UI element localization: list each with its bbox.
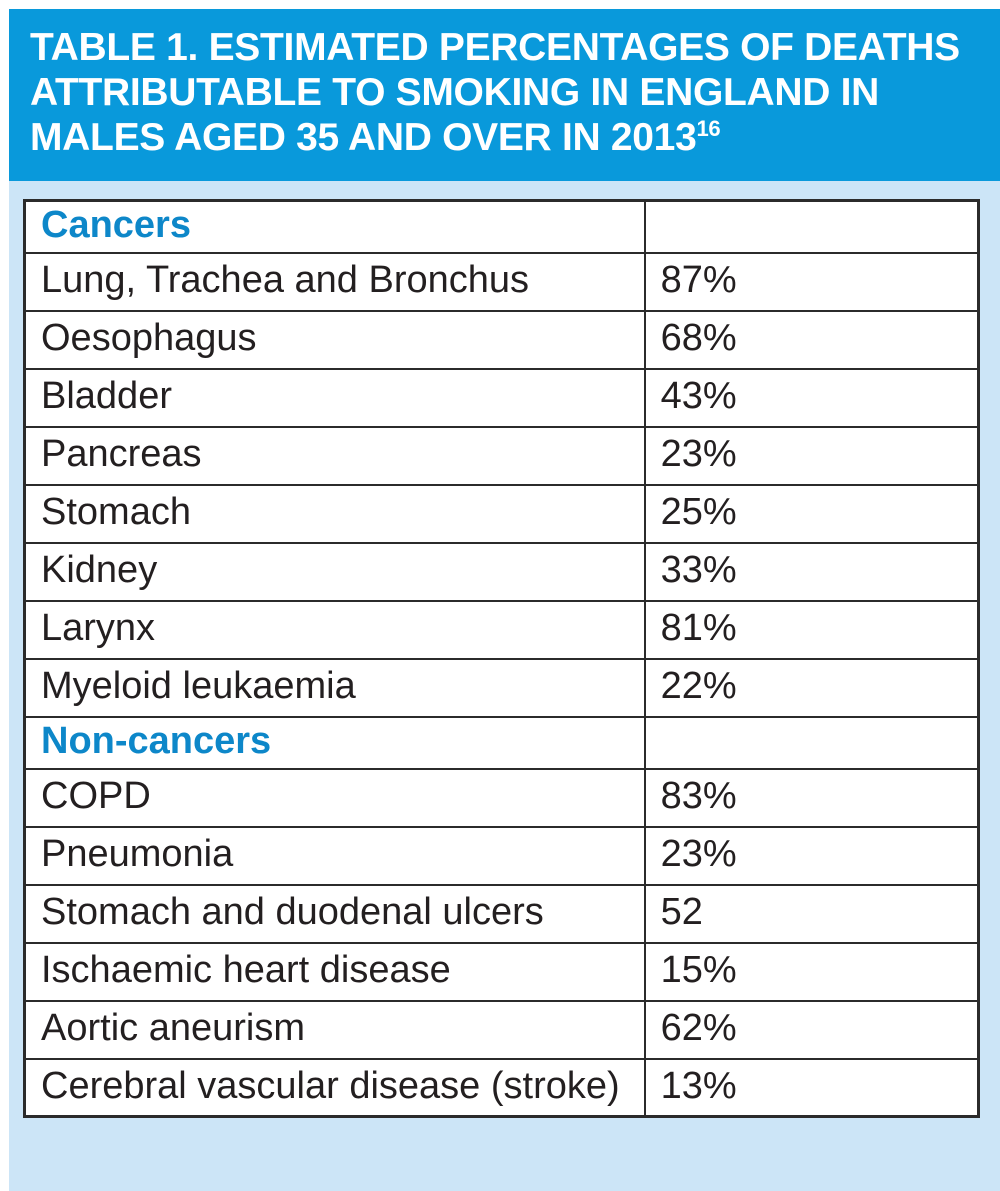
value-cell: 87% — [643, 251, 980, 312]
table-row: Larynx 81% — [23, 599, 980, 660]
value-cell: 13% — [643, 1057, 980, 1118]
cause-cell: Cerebral vascular disease (stroke) — [23, 1057, 646, 1118]
section-header-row-cancers: Cancers — [23, 199, 980, 254]
title-reference-superscript: 16 — [696, 116, 721, 141]
table-row: Myeloid leukaemia 22% — [23, 657, 980, 718]
table-row: Oesophagus 68% — [23, 309, 980, 370]
table-row: Pneumonia 23% — [23, 825, 980, 886]
cause-cell: Stomach and duodenal ulcers — [23, 883, 646, 944]
section-heading: Cancers — [23, 199, 646, 254]
value-cell: 23% — [643, 425, 980, 486]
section-heading: Non-cancers — [23, 715, 646, 770]
value-cell: 68% — [643, 309, 980, 370]
value-cell: 43% — [643, 367, 980, 428]
table-row: Pancreas 23% — [23, 425, 980, 486]
title-line-2: ATTRIBUTABLE TO SMOKING IN ENGLAND IN — [30, 71, 880, 114]
table-row: Aortic aneurism 62% — [23, 999, 980, 1060]
page-title: TABLE 1. ESTIMATED PERCENTAGES OF DEATHS… — [30, 25, 982, 160]
table-row: COPD 83% — [23, 767, 980, 828]
cause-cell: Myeloid leukaemia — [23, 657, 646, 718]
cause-cell: COPD — [23, 767, 646, 828]
table-row: Cerebral vascular disease (stroke) 13% — [23, 1057, 980, 1118]
title-line-3: MALES AGED 35 AND OVER IN 201316 — [30, 115, 982, 160]
cause-cell: Lung, Trachea and Bronchus — [23, 251, 646, 312]
table-row: Kidney 33% — [23, 541, 980, 602]
value-cell — [643, 199, 980, 254]
title-banner: TABLE 1. ESTIMATED PERCENTAGES OF DEATHS… — [9, 9, 1000, 181]
cause-cell: Kidney — [23, 541, 646, 602]
value-cell: 62% — [643, 999, 980, 1060]
value-cell: 23% — [643, 825, 980, 886]
cause-cell: Aortic aneurism — [23, 999, 646, 1060]
cause-cell: Larynx — [23, 599, 646, 660]
cause-cell: Bladder — [23, 367, 646, 428]
table-row: Ischaemic heart disease 15% — [23, 941, 980, 1002]
value-cell: 83% — [643, 767, 980, 828]
title-line-3-text: MALES AGED 35 AND OVER IN 2013 — [30, 116, 697, 159]
section-header-row-non-cancers: Non-cancers — [23, 715, 980, 770]
value-cell: 22% — [643, 657, 980, 718]
table-row: Lung, Trachea and Bronchus 87% — [23, 251, 980, 312]
table-row: Stomach and duodenal ulcers 52 — [23, 883, 980, 944]
cause-cell: Pneumonia — [23, 825, 646, 886]
cause-cell: Ischaemic heart disease — [23, 941, 646, 1002]
table-container: Cancers Lung, Trachea and Bronchus 87% O… — [23, 199, 980, 1118]
table-row: Bladder 43% — [23, 367, 980, 428]
value-cell: 81% — [643, 599, 980, 660]
title-line-1: TABLE 1. ESTIMATED PERCENTAGES OF DEATHS — [30, 26, 960, 69]
deaths-table: Cancers Lung, Trachea and Bronchus 87% O… — [23, 199, 980, 1118]
cause-cell: Stomach — [23, 483, 646, 544]
value-cell: 33% — [643, 541, 980, 602]
value-cell: 52 — [643, 883, 980, 944]
table-row: Stomach 25% — [23, 483, 980, 544]
value-cell: 25% — [643, 483, 980, 544]
value-cell: 15% — [643, 941, 980, 1002]
cause-cell: Oesophagus — [23, 309, 646, 370]
value-cell — [643, 715, 980, 770]
table-figure: TABLE 1. ESTIMATED PERCENTAGES OF DEATHS… — [9, 9, 1000, 1191]
cause-cell: Pancreas — [23, 425, 646, 486]
